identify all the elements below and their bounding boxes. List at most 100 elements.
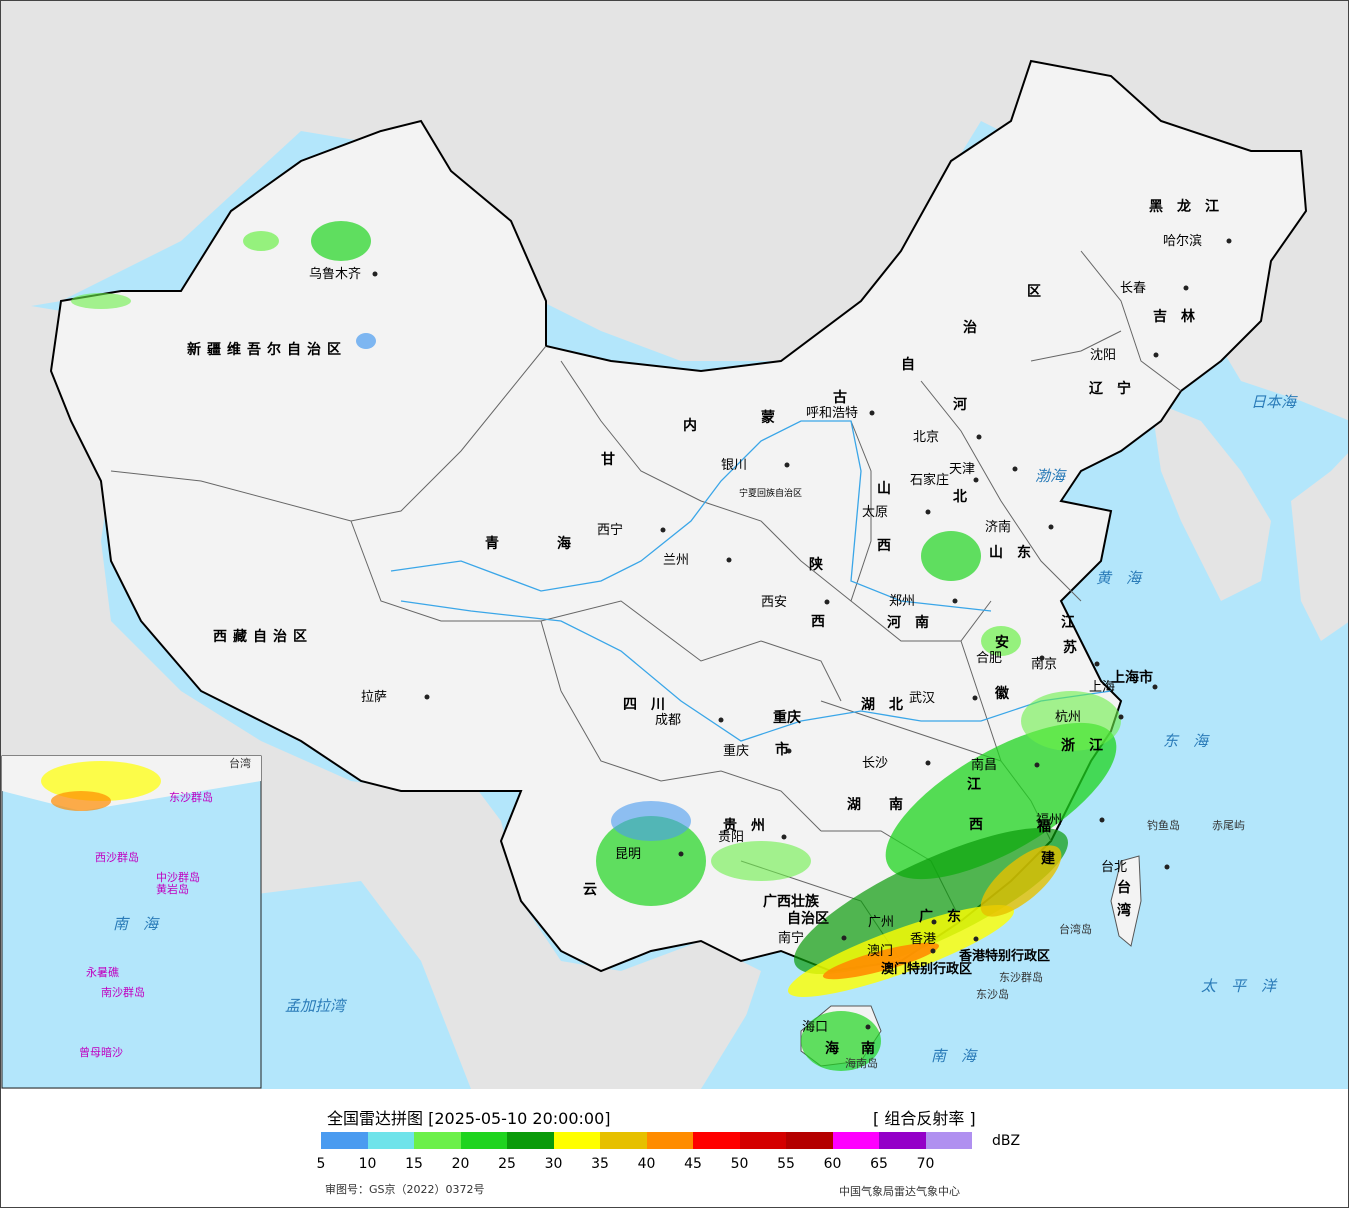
label-liaoning: 辽 宁 <box>1089 380 1131 397</box>
scale-tick-label: 65 <box>870 1156 888 1172</box>
south-china-sea-inset <box>1 755 262 1089</box>
scale-tick-label: 35 <box>591 1156 609 1172</box>
city-label: 杭州 <box>1055 710 1081 725</box>
label-hubei: 湖 北 <box>861 697 903 713</box>
city-label: 呼和浩特 <box>806 406 858 421</box>
city-marker <box>678 851 684 857</box>
label-shanxi-a: 山 <box>877 481 891 497</box>
city-label: 沈阳 <box>1090 348 1116 363</box>
label-guangxi-a: 广西壮族 <box>763 893 820 910</box>
city-marker <box>973 936 979 942</box>
scale-swatch <box>460 1132 507 1149</box>
city-label: 成都 <box>655 713 681 728</box>
label-shanghai: 上海市 <box>1111 669 1153 686</box>
sea-huanghai: 黄 海 <box>1096 569 1143 587</box>
scale-tick-label: 20 <box>451 1156 470 1172</box>
city-label: 南昌 <box>971 757 997 773</box>
radar-echoes <box>71 221 1121 1071</box>
inset-zengmu: 曾母暗沙 <box>79 1045 123 1059</box>
city-marker <box>1118 714 1124 720</box>
label-gansu: 甘 <box>601 451 615 468</box>
taiwan-island <box>1110 855 1142 947</box>
city-marker <box>931 919 937 925</box>
inset-nansha: 南沙群岛 <box>101 985 145 999</box>
city-label: 北京 <box>913 430 939 445</box>
city-marker <box>869 410 875 416</box>
city-marker <box>1226 238 1232 244</box>
label-yunnan: 云 <box>583 882 597 898</box>
color-scale-bar <box>321 1132 972 1149</box>
scale-tick-label: 10 <box>358 1156 377 1172</box>
label-henan: 河 南 <box>887 614 929 631</box>
inset-dongsha: 东沙群岛 <box>169 790 213 804</box>
sea-mengjialawan: 孟加拉湾 <box>285 997 348 1015</box>
organization-name: 中国气象局雷达气象中心 <box>839 1185 960 1198</box>
label-xinjiang: 新疆维吾尔自治区 <box>187 341 347 358</box>
island-chiwei: 赤尾屿 <box>1212 819 1245 832</box>
label-hainan-b: 南 <box>861 1040 875 1057</box>
label-jiangxi-a: 江 <box>967 776 981 793</box>
label-nm-2: 蒙 <box>761 409 775 426</box>
label-sichuan: 四 川 <box>623 697 665 713</box>
inset-taiwan: 台湾 <box>229 756 251 770</box>
city-marker <box>781 834 787 840</box>
city-label: 兰州 <box>663 553 689 568</box>
island-diaoyu: 钓鱼岛 <box>1147 818 1180 832</box>
city-marker <box>1153 352 1159 358</box>
label-macau: 澳门特别行政区 <box>881 961 972 977</box>
island-taiwan: 台湾岛 <box>1059 922 1092 936</box>
label-jiangsu-a: 江 <box>1061 614 1075 631</box>
city-marker <box>784 462 790 468</box>
city-marker <box>1039 655 1045 661</box>
city-marker <box>925 760 931 766</box>
label-ningxia: 宁夏回族自治区 <box>739 487 802 499</box>
label-nm-3: 古 <box>833 389 847 406</box>
city-marker <box>1094 661 1100 667</box>
scale-tick-label: 25 <box>498 1156 516 1172</box>
map-labels: 新疆维吾尔自治区 西藏自治区 青 海 甘 四 川 云 贵 州 广西壮族 自治区 … <box>187 198 1219 1057</box>
scale-tick-label: 60 <box>823 1156 842 1172</box>
label-taiwan-b: 湾 <box>1117 902 1131 919</box>
city-marker <box>952 598 958 604</box>
city-marker <box>1034 762 1040 768</box>
label-qinghai-b: 海 <box>557 535 571 552</box>
city-label: 重庆 <box>723 743 749 759</box>
scale-swatch <box>646 1132 693 1149</box>
city-label: 武汉 <box>909 691 935 706</box>
island-hainan: 海南岛 <box>845 1056 878 1070</box>
city-label: 福州 <box>1036 813 1062 828</box>
city-label: 广州 <box>868 915 894 930</box>
city-marker <box>841 935 847 941</box>
label-jiangsu-b: 苏 <box>1063 639 1077 656</box>
city-label: 长春 <box>1120 281 1146 296</box>
foreign-land-korea <box>1151 401 1271 601</box>
scale-swatch <box>553 1132 600 1149</box>
label-guangxi-b: 自治区 <box>787 910 829 927</box>
scale-swatch <box>321 1132 368 1149</box>
city-label: 澳门 <box>867 943 893 959</box>
scale-tick-label: 55 <box>777 1156 795 1172</box>
scale-tick-label: 50 <box>730 1156 749 1172</box>
city-label: 南京 <box>1031 656 1057 672</box>
china-mainland <box>49 59 1308 973</box>
label-hebei-a: 河 <box>953 396 967 413</box>
label-shaanxi-a: 陕 <box>809 556 823 573</box>
city-label: 太原 <box>862 505 888 520</box>
sea-bohai: 渤海 <box>1035 467 1067 485</box>
scale-swatch <box>786 1132 833 1149</box>
label-hunan-b: 南 <box>889 796 903 813</box>
sea-nanhai: 南 海 <box>931 1047 978 1065</box>
label-chongqing-b: 市 <box>775 741 789 758</box>
label-jiangxi-b: 西 <box>969 817 983 833</box>
city-marker <box>973 477 979 483</box>
label-hongkong: 香港特别行政区 <box>958 948 1050 964</box>
island-dongsha-qd: 东沙群岛 <box>999 970 1043 984</box>
label-shandong: 山 东 <box>989 544 1031 561</box>
city-label: 昆明 <box>615 847 641 862</box>
city-label: 台北 <box>1101 860 1127 875</box>
label-nm-4: 自 <box>901 356 915 373</box>
label-nm-1: 内 <box>683 417 697 434</box>
scale-tick-label: 45 <box>684 1156 702 1172</box>
city-marker <box>1164 864 1170 870</box>
city-marker <box>1048 524 1054 530</box>
